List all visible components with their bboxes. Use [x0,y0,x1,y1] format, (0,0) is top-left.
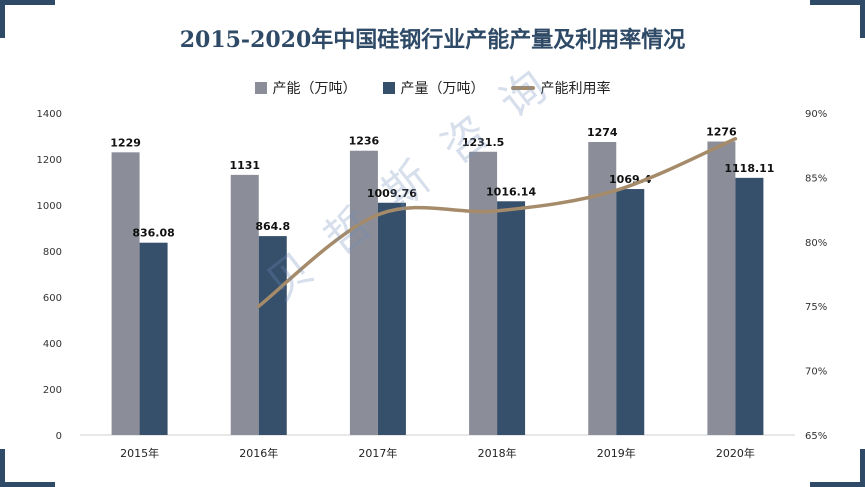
capacity-bar [230,174,259,435]
legend-swatch-utilization [510,86,535,90]
corner-decoration-top-left [0,0,5,38]
capacity-bar [469,151,498,435]
capacity-data-label: 1131 [229,159,260,172]
output-bar [139,242,168,435]
legend-item-utilization: 产能利用率 [510,78,611,98]
output-data-label: 1016.14 [486,185,536,198]
x-tick-label: 2017年 [358,446,397,460]
capacity-data-label: 1276 [706,126,737,139]
y-left-tick-label: 1200 [37,155,62,166]
legend-swatch-output [382,82,395,94]
x-tick-label: 2018年 [478,446,517,460]
corner-decoration-top-left-bar [0,0,55,5]
chart-title: 2015-2020年中国硅钢行业产能产量及利用率情况 [179,27,686,53]
utilization-line [257,137,738,308]
capacity-data-label: 1229 [110,136,141,149]
capacity-data-label: 1274 [587,126,618,139]
capacity-bar [707,141,736,435]
legend-label-capacity: 产能（万吨） [272,81,357,97]
output-data-label: 836.08 [132,227,174,240]
corner-decoration-bottom-left [0,449,5,487]
x-tick-label: 2019年 [597,446,636,460]
corner-decoration-bottom-left-bar [0,482,55,487]
legend-label-output: 产量（万吨） [400,81,485,97]
legend-item-output: 产量（万吨） [382,78,485,98]
legend-swatch-capacity [254,82,267,94]
legend-label-utilization: 产能利用率 [540,81,611,97]
output-bar [616,189,645,435]
y-left-tick-label: 1400 [37,109,62,120]
output-data-label: 1009.76 [367,187,417,200]
capacity-data-label: 1236 [349,135,380,148]
corner-decoration-top-right [860,0,865,38]
y-right-tick-label: 70% [805,367,827,378]
x-tick-label: 2015年 [120,446,159,460]
y-right-tick-label: 85% [805,173,827,184]
corner-decoration-top-right-bar [810,0,865,5]
x-tick-label: 2020年 [716,446,755,460]
x-tick-label: 2016年 [239,446,278,460]
y-right-tick-label: 80% [805,238,827,249]
output-bar [735,177,764,435]
output-data-label: 864.8 [255,220,290,233]
capacity-bar [111,152,140,435]
legend-item-capacity: 产能（万吨） [254,78,357,98]
output-bar [497,201,526,435]
output-data-label: 1118.11 [724,162,774,175]
y-right-tick-label: 90% [805,109,827,120]
y-left-tick-label: 600 [43,293,62,304]
y-left-tick-label: 0 [56,431,62,442]
corner-decoration-bottom-right [860,449,865,487]
capacity-data-label: 1231.5 [462,136,504,149]
capacity-bar [349,150,378,435]
corner-decoration-bottom-right-bar [810,482,865,487]
chart-legend: 产能（万吨） 产量（万吨） 产能利用率 [0,78,865,98]
y-left-tick-label: 1000 [37,201,62,212]
output-bar [377,202,406,435]
y-right-tick-label: 75% [805,302,827,313]
y-left-tick-label: 400 [43,339,62,350]
output-bar [258,236,287,435]
y-left-tick-label: 200 [43,385,62,396]
y-left-tick-label: 800 [43,247,62,258]
y-right-tick-label: 65% [805,431,827,442]
